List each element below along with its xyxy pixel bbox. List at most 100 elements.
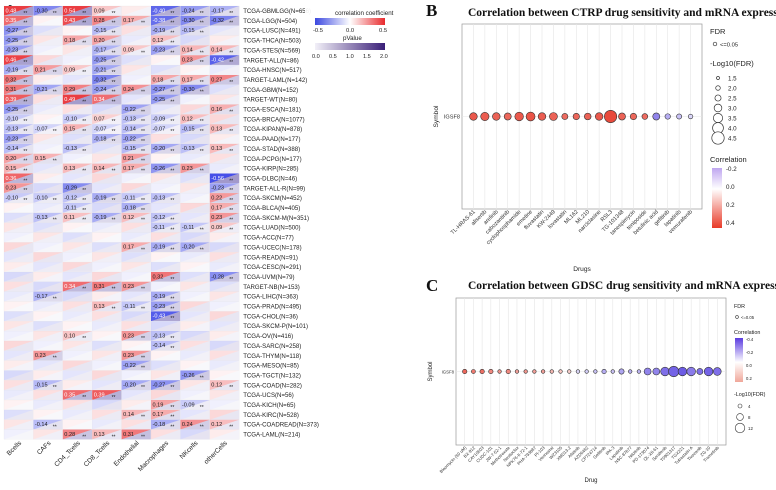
coef-label: -0.29: [64, 186, 77, 192]
corr-triangle: [62, 193, 93, 203]
coef-label: 0.21: [35, 67, 46, 73]
pvalue-triangle: [121, 6, 151, 16]
pvalue-triangle: [121, 380, 151, 391]
pvalue-triangle: [121, 15, 151, 26]
corr-triangle: [62, 84, 93, 95]
corr-triangle: [4, 15, 34, 26]
coef-label: 0.13: [94, 304, 105, 310]
corr-triangle: [209, 429, 240, 440]
legend-size-label: 4.5: [728, 136, 737, 143]
legend-color-title: Correlation: [710, 155, 747, 164]
sig-star: **: [112, 198, 116, 204]
corr-triangle: [209, 242, 240, 253]
pvalue-triangle: [209, 74, 240, 85]
pvalue-triangle: [151, 114, 181, 125]
corr-triangle: [33, 104, 63, 115]
corr-triangle: [4, 281, 34, 292]
pvalue-triangle: [62, 409, 93, 420]
corr-triangle: [209, 134, 240, 144]
corr-triangle: [33, 15, 63, 26]
pvalue-triangle: [121, 429, 151, 440]
pvalue-triangle: [151, 390, 181, 400]
legend-fdr-label: <=0.05: [720, 43, 738, 49]
pvalue-triangle: [92, 409, 122, 420]
sig-star: **: [82, 90, 86, 96]
sig-star: **: [200, 375, 204, 381]
corr-triangle: [4, 84, 34, 95]
coef-label: 0.14: [182, 48, 193, 54]
sig-star: **: [200, 50, 204, 56]
coef-label: -0.17: [211, 8, 224, 14]
pvalue-triangle: [92, 6, 122, 16]
pvalue-tick: 2.0: [380, 54, 388, 60]
pvalue-triangle: [62, 25, 93, 36]
pvalue-triangle: [4, 183, 34, 194]
corr-triangle: [121, 400, 151, 410]
pvalue-triangle: [209, 252, 240, 263]
sig-star: **: [23, 178, 27, 184]
corr-triangle: [4, 203, 34, 213]
corr-triangle: [121, 262, 151, 272]
pvalue-triangle: [151, 94, 181, 105]
row-label: TARGET-NB(N=153): [243, 284, 300, 291]
pvalue-triangle: [33, 301, 63, 312]
corr-triangle: [92, 6, 122, 16]
sig-star: **: [200, 11, 204, 17]
coef-label: 0.16: [211, 107, 222, 113]
pvalue-triangle: [121, 35, 151, 46]
corr-triangle: [209, 203, 240, 213]
sig-star: **: [141, 168, 145, 174]
pvalue-triangle: [180, 183, 210, 194]
pvalue-triangle: [209, 331, 240, 341]
pvalue-triangle: [121, 163, 151, 174]
pvalue-triangle: [62, 311, 93, 322]
pvalue-triangle: [209, 203, 240, 213]
sig-star: **: [200, 129, 204, 135]
pvalue-triangle: [180, 370, 210, 381]
pvalue-triangle: [209, 301, 240, 312]
legend-size-label: 12: [748, 426, 753, 431]
corr-triangle: [33, 390, 63, 400]
panel-a-legend: correlation coefficient-0.5 0.0 0.5pValue0…: [305, 6, 395, 62]
corr-triangle: [4, 311, 34, 322]
corr-triangle: [92, 271, 122, 282]
pvalue-triangle: [209, 25, 240, 36]
pvalue-triangle: [151, 271, 181, 282]
pvalue-triangle: [151, 153, 181, 164]
sig-star: **: [112, 31, 116, 37]
pvalue-triangle: [62, 222, 93, 233]
drug-bubble: [469, 112, 478, 121]
pvalue-triangle: [121, 262, 151, 272]
sig-star: **: [200, 149, 204, 155]
sig-star: **: [170, 385, 174, 391]
coef-label: 0.23: [35, 353, 46, 359]
pvalue-triangle: [180, 35, 210, 46]
pvalue-triangle: [33, 143, 63, 154]
sig-star: **: [170, 129, 174, 135]
corr-triangle: [62, 45, 93, 56]
legend-size-circle: [711, 131, 725, 145]
legend-size-circle: [734, 422, 746, 434]
pvalue-triangle: [4, 203, 34, 213]
corr-triangle: [33, 291, 63, 302]
pvalue-triangle: [151, 203, 181, 213]
drug-tick-label: Bleomycin (50 uM): [439, 445, 468, 474]
corr-triangle: [180, 143, 210, 154]
row-label: TCGA-ACC(N=77): [243, 235, 294, 242]
drug-bubble: [641, 113, 649, 120]
coef-label: 0.23: [6, 186, 17, 192]
corr-triangle: [62, 281, 93, 292]
sig-star: **: [23, 109, 27, 115]
row-label: TCGA-PAAD(N=177): [243, 136, 300, 143]
coef-label: 0.54: [64, 8, 75, 14]
pvalue-triangle: [4, 173, 34, 184]
row-label: TCGA-LIHC(N=363): [243, 294, 298, 301]
coef-label: 0.20: [6, 156, 17, 162]
sig-star: **: [141, 356, 145, 362]
coef-label: -0.24: [182, 8, 195, 14]
sig-star: **: [141, 50, 145, 56]
corr-triangle: [33, 360, 63, 371]
sig-star: **: [170, 415, 174, 421]
legend-color-bar: [735, 338, 743, 382]
row-label: TCGA-LUAD(N=500): [243, 225, 300, 232]
